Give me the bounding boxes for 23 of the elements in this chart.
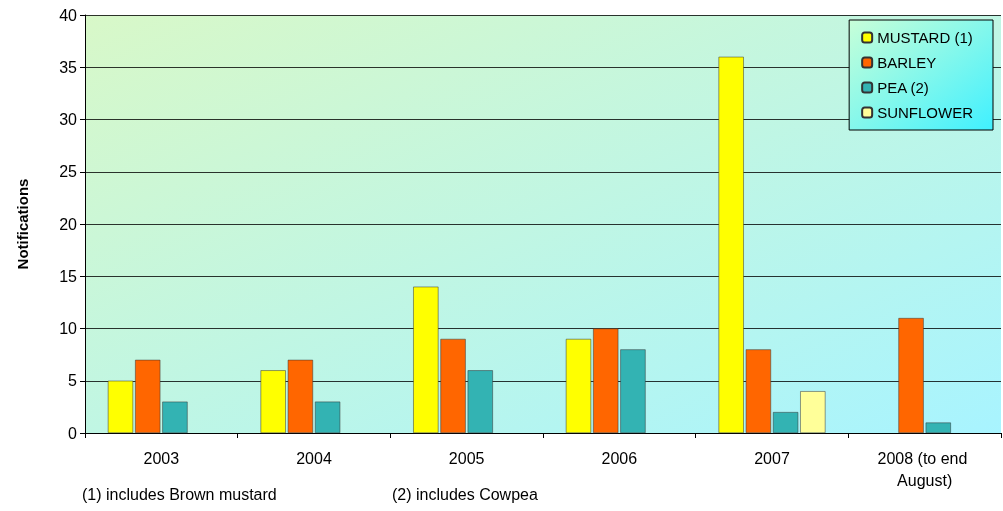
x-tick-label: 2008 (to end August) <box>877 449 972 489</box>
y-tick-label: 0 <box>68 424 78 442</box>
x-tick-label: 2006 <box>601 449 638 467</box>
y-tick-label: 25 <box>59 163 78 181</box>
text: (1) includes Brown mustard <box>82 485 277 503</box>
legend-label: MUSTARD (1) <box>877 29 973 46</box>
y-tick-label: 20 <box>59 215 78 233</box>
x-tick-label: 2005 <box>448 449 485 467</box>
bar <box>315 401 341 433</box>
legend-label: PEA (2) <box>877 79 929 96</box>
x-tick-label: 2004 <box>296 449 332 467</box>
legend-label: BARLEY <box>877 54 937 71</box>
y-tick-label: 5 <box>68 372 78 390</box>
y-axis-title: Notifications <box>14 178 31 270</box>
y-tick-label: 15 <box>59 267 78 285</box>
y-tick-label: 10 <box>59 320 78 337</box>
x-tick-label: 2003 <box>143 449 180 467</box>
y-tick-label: 30 <box>59 111 78 128</box>
x-tick-label: 2007 <box>754 449 790 467</box>
y-tick-label: 40 <box>59 6 78 24</box>
text: (2) includes Cowpea <box>392 485 538 503</box>
legend-label: SUNFLOWER <box>877 104 974 121</box>
y-tick-label: 35 <box>59 58 78 76</box>
